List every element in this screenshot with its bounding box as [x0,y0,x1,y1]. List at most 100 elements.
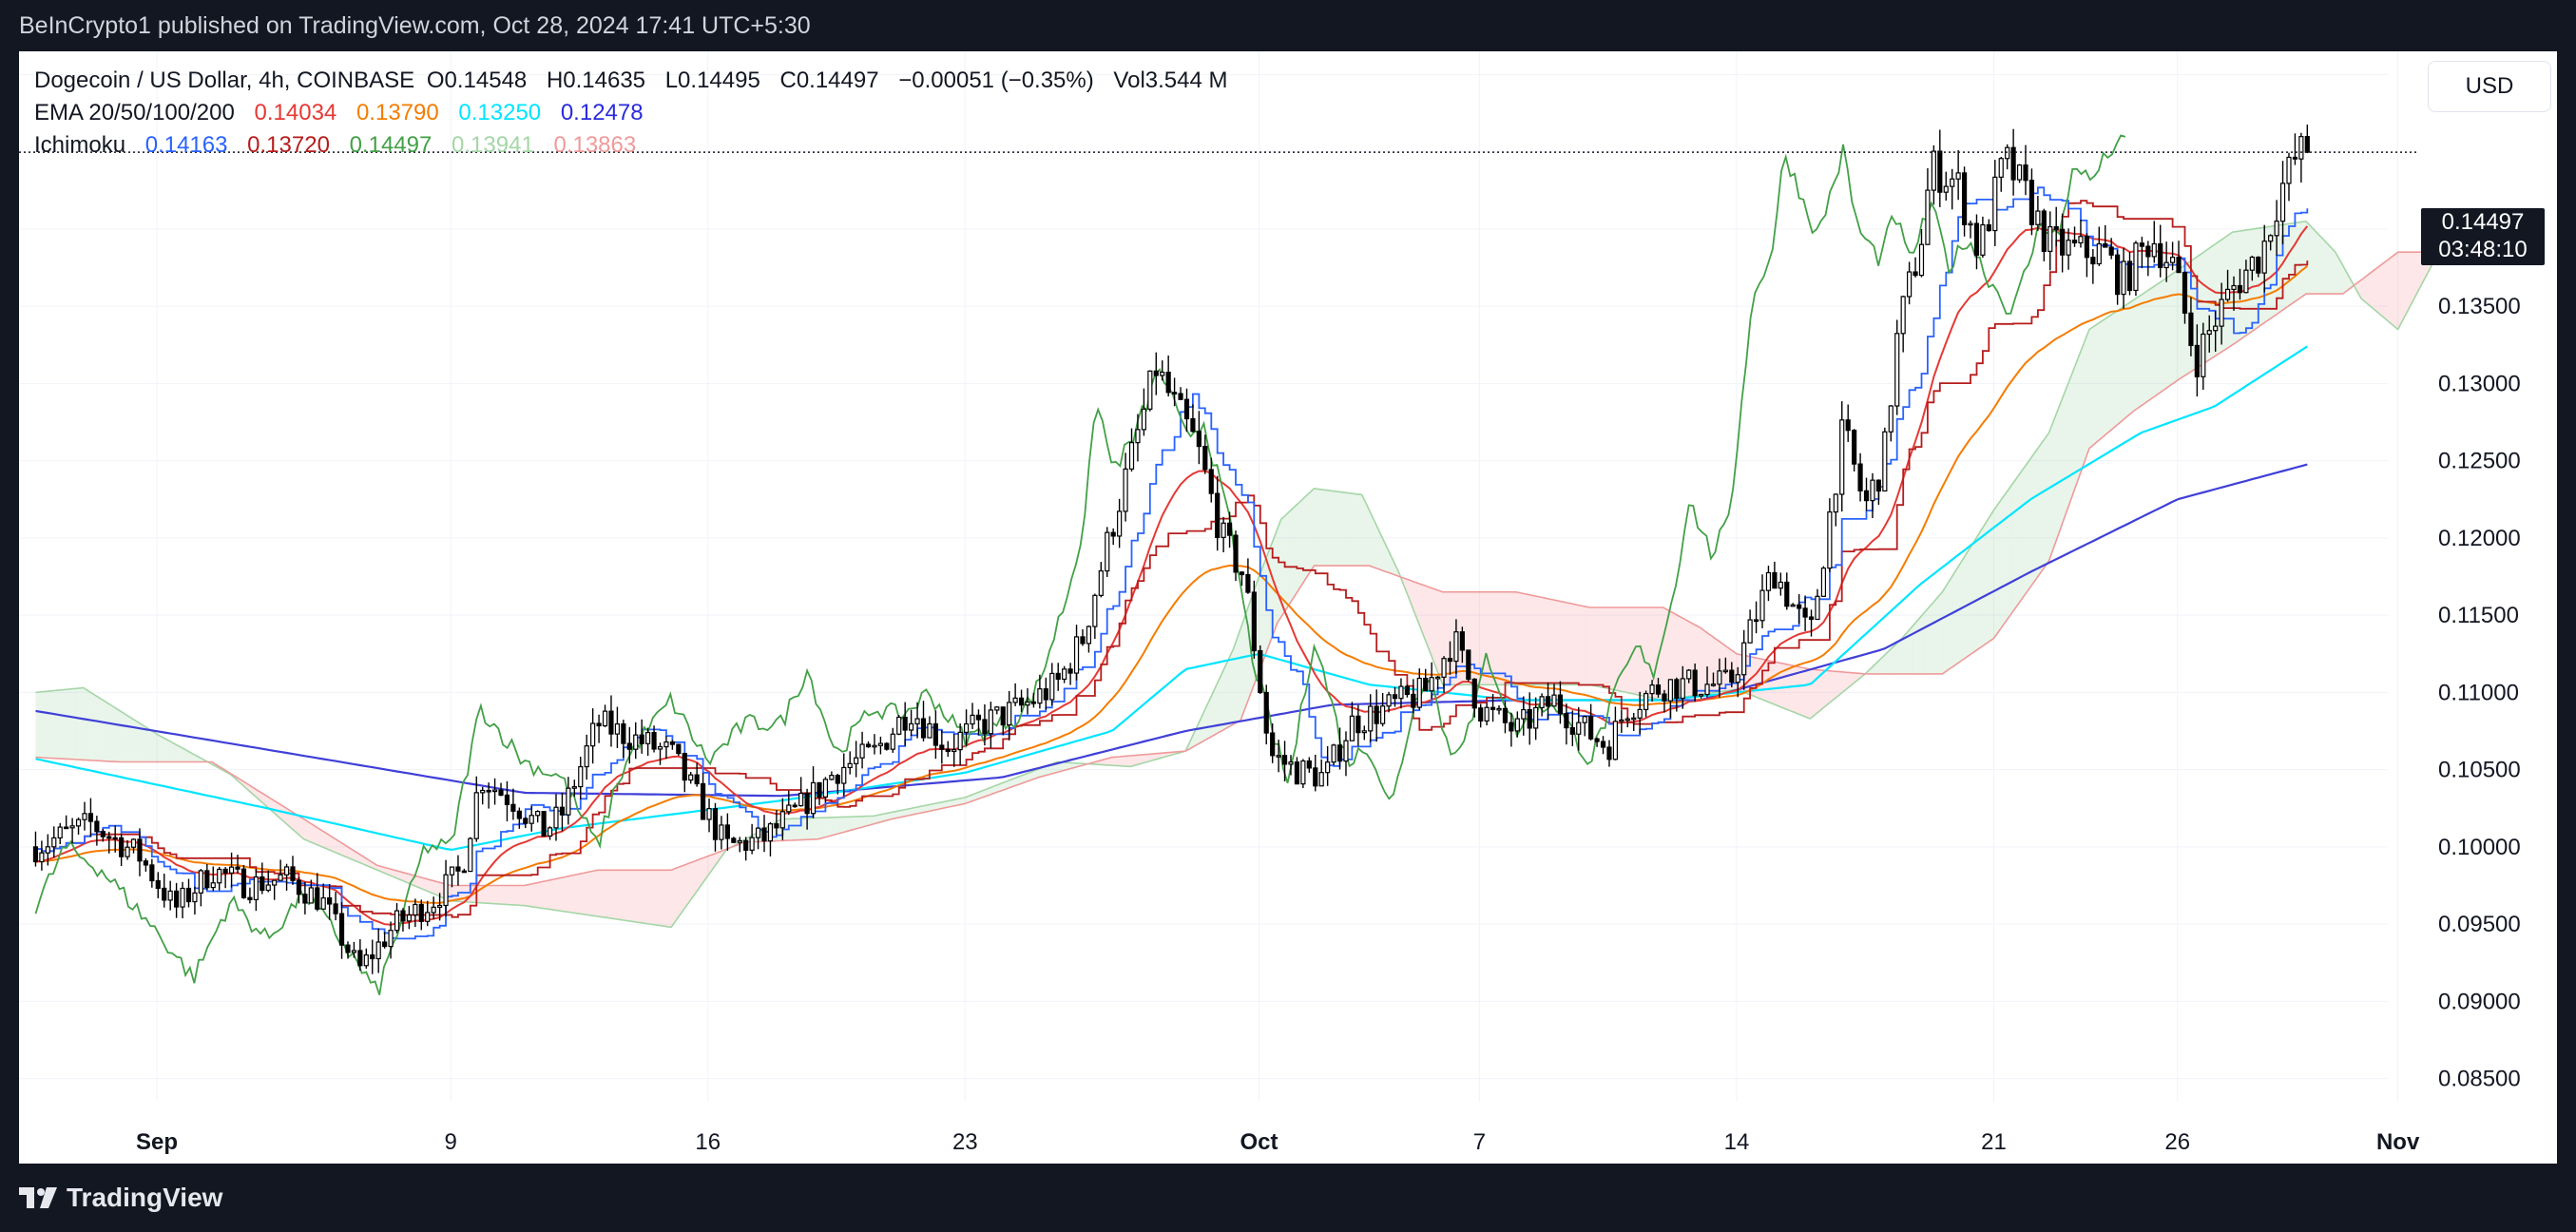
candle-body [2206,330,2212,336]
candle-body [418,903,424,922]
candle-body [69,825,75,829]
candle-body [1747,619,1753,644]
kumo-cloud-segment [432,880,436,895]
candle-body [1294,761,1300,785]
candle-body [896,716,902,735]
y-axis-tick-label: 0.13000 [2438,371,2521,396]
kumo-cloud-segment [531,883,536,908]
kumo-cloud-segment [2078,348,2083,479]
kumo-cloud-segment [1769,661,1774,704]
kumo-cloud-segment [2143,290,2148,404]
kumo-cloud-segment [829,817,834,837]
kumo-cloud-segment [1824,670,1829,707]
candle-body [425,912,431,922]
kumo-cloud-segment [593,870,598,916]
kumo-cloud-segment [1674,613,1679,699]
currency-button[interactable]: USD [2428,61,2551,112]
candle-body [1215,492,1221,538]
kumo-cloud-segment [340,842,345,857]
ichimoku-label[interactable]: Ichimoku [34,132,126,158]
candle-body [2231,284,2237,291]
kumo-cloud-segment [344,844,348,858]
kumo-cloud-segment [884,813,889,821]
kumo-cloud-segment [1369,510,1374,568]
candle-body [1496,707,1502,711]
candle-body [2182,272,2188,314]
kumo-cloud-segment [351,849,356,861]
candle-body [970,714,975,725]
candle-body [1434,676,1441,680]
candle-body [786,804,792,813]
price-chart[interactable]: 0.150000.140000.135000.130000.125000.120… [19,51,2557,1164]
kumo-cloud-segment [983,788,988,798]
kumo-cloud-segment [1487,591,1490,685]
kumo-cloud-segment [498,885,503,905]
kumo-cloud-segment [87,689,91,760]
kumo-cloud-segment [1497,591,1502,685]
candle-body [516,810,522,819]
candle-body [87,813,94,822]
chart-panel[interactable]: 0.150000.140000.135000.130000.125000.120… [19,51,2557,1164]
candle-body [1336,744,1343,762]
candle-body [2103,242,2108,248]
candle-body [1221,522,1226,538]
candle-body [2060,228,2066,256]
kumo-cloud-segment [179,745,183,762]
kumo-cloud-segment [678,865,682,917]
candle-body [149,864,155,882]
kumo-cloud-segment [605,870,609,918]
kumo-cloud-segment [509,885,513,905]
kumo-cloud-segment [1512,591,1517,685]
kumo-cloud-segment [307,821,312,842]
kumo-cloud-segment [1123,756,1127,767]
candle-body [1306,760,1312,769]
candle-body [192,892,198,903]
kumo-cloud-segment [1611,607,1616,690]
candle-body [982,719,988,735]
ema-label[interactable]: EMA 20/50/100/200 [34,100,235,125]
candle-body [174,890,180,908]
kumo-cloud-segment [1545,598,1549,685]
candle-body [167,890,173,901]
candle-body [719,824,724,840]
kumo-cloud-segment [1548,599,1553,685]
kumo-cloud-segment [1828,670,1833,704]
kumo-cloud-segment [612,870,617,919]
kumo-cloud-segment [1626,607,1630,694]
legend-change: −0.00051 (−0.35%) [898,67,1094,93]
candle-body [498,789,504,797]
kumo-cloud-segment [266,796,271,811]
candle-body [1802,607,1808,618]
kumo-cloud-segment [355,851,359,863]
kumo-cloud-segment [1670,611,1675,700]
kumo-cloud-segment [102,699,106,761]
kumo-cloud-segment [417,876,422,889]
candle-body [2268,235,2274,242]
kumo-cloud-segment [2056,404,2061,541]
kumo-cloud-segment [451,885,455,901]
kumo-cloud-segment [1971,539,1976,654]
candle-body [1913,271,1918,277]
kumo-cloud-segment [1064,761,1068,771]
footer-brand[interactable]: TradingView [67,1183,223,1212]
kumo-cloud-segment [2240,230,2244,340]
kumo-cloud-segment [715,852,720,866]
candle-body [1484,706,1490,722]
candle-body [162,887,167,901]
kumo-cloud-segment [2173,270,2178,383]
legend-symbol[interactable]: Dogecoin / US Dollar, 4h, COINBASE [34,67,415,93]
kumo-cloud-segment [2254,228,2259,330]
kumo-cloud-segment [979,790,984,799]
candle-body [1190,417,1196,433]
tradingview-logo-icon[interactable] [19,1187,57,1208]
candle-body [859,743,865,759]
footer: TradingView [0,1164,2576,1232]
candle-body [290,866,296,881]
kumo-cloud-segment [2074,357,2079,490]
candle-body [2304,136,2310,153]
kumo-cloud-segment [953,799,958,806]
candle-body [1135,429,1141,444]
candle-body [296,879,302,895]
kumo-cloud-segment [2170,273,2174,386]
kumo-cloud-segment [425,878,430,892]
